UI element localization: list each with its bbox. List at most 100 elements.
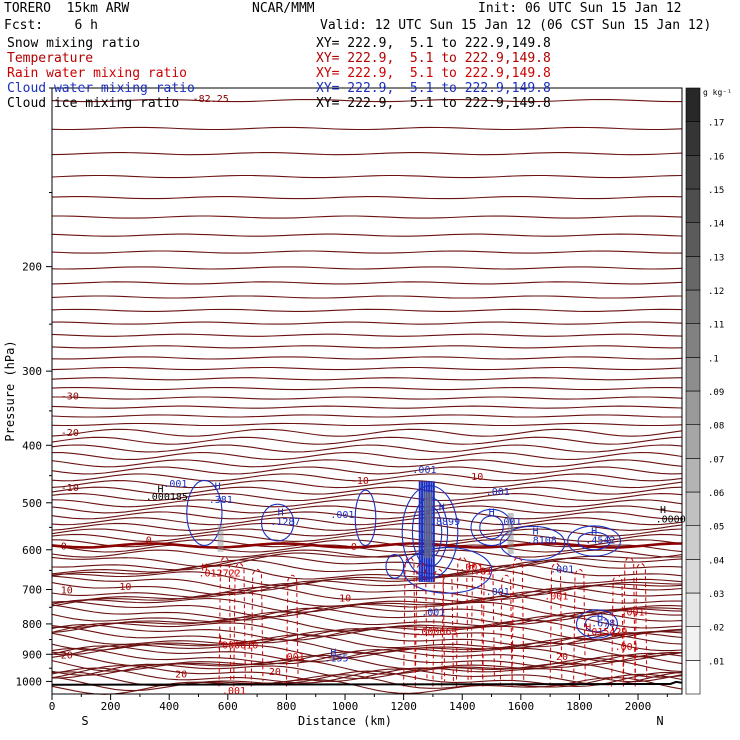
- colorbar-box: [685, 626, 701, 661]
- cloud-water-contour: [577, 531, 611, 551]
- contour-label: .012722: [199, 568, 241, 579]
- colorbar-label: .14: [708, 220, 724, 230]
- isotherm-line: [51, 308, 683, 312]
- isotherm-line: [52, 451, 683, 461]
- contour-label: 20: [269, 667, 281, 678]
- isotherm-line: [51, 480, 683, 489]
- isotherm-line: [51, 522, 683, 531]
- init-time: Init: 06 UTC Sun 15 Jan 12: [478, 1, 682, 16]
- high-marker: H: [439, 502, 445, 513]
- contour-label: .001: [421, 608, 445, 619]
- colorbar-label: .15: [708, 186, 724, 196]
- rain-contour: [622, 556, 636, 687]
- low-marker: L: [219, 635, 225, 646]
- contour-label: .1287: [270, 517, 300, 528]
- isotherm-line: [51, 473, 683, 482]
- isotherm-line: [51, 414, 682, 418]
- contour-label: .4542: [585, 535, 615, 546]
- contour-label: 0: [351, 542, 357, 553]
- isotherm-line: [51, 642, 683, 659]
- colorbar-box: [685, 491, 701, 526]
- colorbar-label: .17: [708, 119, 724, 129]
- isotherm-line: [51, 281, 683, 285]
- contour-label: .381: [209, 495, 233, 506]
- contour-label: .001: [459, 562, 483, 573]
- isotherm-line: [51, 600, 683, 618]
- high-marker: H: [201, 562, 207, 573]
- cloud-water-contour: [385, 554, 405, 579]
- rain-contour: [634, 562, 648, 687]
- colorbar-label: .02: [708, 624, 724, 634]
- contour-label: .001: [544, 592, 568, 603]
- y-tick-label: 900: [22, 648, 42, 661]
- colorbar-label: .01: [708, 657, 724, 667]
- isotherm-line: [51, 466, 683, 475]
- isotherm-label: 0: [61, 541, 67, 552]
- colorbar-box: [685, 424, 701, 459]
- high-marker: H: [597, 613, 603, 624]
- colorbar-box: [685, 525, 701, 560]
- y-axis-label: Pressure (hPa): [3, 340, 17, 441]
- rain-contour: [285, 574, 299, 687]
- isotherm-line: [51, 511, 683, 520]
- colorbar-box: [685, 289, 701, 324]
- isotherm-line: [51, 677, 683, 695]
- isotherm-line: [51, 564, 683, 580]
- cloud-water-contour: [354, 489, 377, 546]
- y-tick-label: 700: [22, 584, 42, 597]
- isotherm-line: [51, 98, 682, 103]
- y-tick-label: 500: [22, 497, 42, 510]
- isotherm-line: [51, 428, 683, 437]
- colorbar-box: [685, 458, 701, 493]
- model-title: TORERO 15km ARW: [4, 1, 130, 16]
- ice-shading: [424, 492, 433, 559]
- x-axis-label: Distance (km): [298, 714, 392, 728]
- contour-label: 10: [119, 582, 131, 593]
- cloud-water-contour: [499, 525, 566, 561]
- contour-label: 10: [339, 593, 351, 604]
- isotherm-line: [51, 152, 683, 156]
- rain-contour: [441, 574, 454, 687]
- rain-contour: [250, 568, 264, 687]
- isotherm-line: [51, 611, 683, 628]
- isotherm-line: [51, 624, 682, 641]
- colorbar-box: [685, 121, 701, 156]
- isotherm-line: [51, 499, 683, 508]
- isotherm-lines: [51, 98, 683, 695]
- colorbar-label: .1: [708, 354, 719, 364]
- contour-label: .001: [412, 465, 436, 476]
- colorbar-label: .08: [708, 422, 724, 432]
- contour-label: .001: [330, 510, 354, 521]
- x-tick-label: 1600: [508, 700, 535, 713]
- isotherm-line: [51, 607, 682, 625]
- x-tick-label: 2000: [625, 700, 652, 713]
- high-marker: H: [533, 526, 539, 537]
- isotherm-line: [51, 647, 683, 666]
- field-label-snow: Snow mixing ratio: [7, 36, 141, 51]
- colorbar-box: [685, 87, 701, 122]
- isotherm-line: [51, 366, 683, 371]
- x-end-label-left: S: [81, 714, 88, 728]
- isotherm-line: [51, 174, 683, 179]
- cloud-water-contour: [186, 479, 223, 546]
- contour-label: .0000: [656, 515, 686, 526]
- isotherm-line: [51, 626, 683, 645]
- isotherm-label: 10: [61, 586, 73, 597]
- rain-contours: [218, 556, 648, 687]
- isotherm-line: [51, 386, 683, 391]
- isotherm-line: [52, 396, 683, 400]
- x-tick-label: 400: [159, 700, 179, 713]
- surface-line: [51, 680, 683, 686]
- field-xy-cloud-water: XY= 222.9, 5.1 to 222.9,149.8: [316, 81, 551, 96]
- y-tick-label: 300: [22, 365, 42, 378]
- isotherm-line: [52, 215, 683, 219]
- contour-label: .000063: [415, 627, 457, 638]
- colorbar-label: .06: [708, 489, 724, 499]
- contour-label: .01: [474, 566, 492, 577]
- isotherm-line: [51, 590, 683, 607]
- contour-label: .001: [615, 642, 639, 653]
- contour-label: -10: [351, 476, 369, 487]
- rain-contour: [611, 574, 624, 687]
- contour-label: 0: [146, 535, 152, 546]
